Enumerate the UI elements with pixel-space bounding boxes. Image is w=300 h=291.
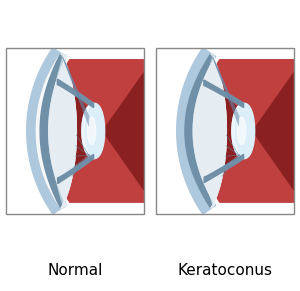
Polygon shape [57, 79, 94, 107]
Polygon shape [232, 103, 255, 159]
Polygon shape [193, 53, 226, 209]
Polygon shape [186, 53, 226, 209]
Polygon shape [82, 103, 94, 159]
Polygon shape [87, 117, 96, 145]
Polygon shape [185, 53, 215, 209]
Polygon shape [197, 60, 294, 202]
Polygon shape [36, 72, 76, 189]
Polygon shape [40, 53, 66, 209]
Text: Keratoconus: Keratoconus [178, 263, 272, 278]
Polygon shape [186, 53, 215, 209]
Polygon shape [232, 103, 244, 159]
Polygon shape [47, 73, 144, 190]
Polygon shape [49, 53, 76, 209]
Polygon shape [193, 55, 215, 207]
Polygon shape [49, 55, 66, 207]
Text: Normal: Normal [47, 263, 103, 278]
Polygon shape [36, 53, 65, 209]
Polygon shape [47, 60, 144, 202]
Polygon shape [58, 155, 94, 184]
Polygon shape [27, 48, 61, 214]
Polygon shape [204, 80, 244, 107]
Polygon shape [186, 72, 226, 189]
Polygon shape [177, 48, 211, 214]
Polygon shape [82, 103, 105, 159]
Polygon shape [197, 73, 294, 190]
Polygon shape [36, 53, 76, 209]
Polygon shape [204, 155, 244, 183]
Polygon shape [237, 117, 246, 145]
